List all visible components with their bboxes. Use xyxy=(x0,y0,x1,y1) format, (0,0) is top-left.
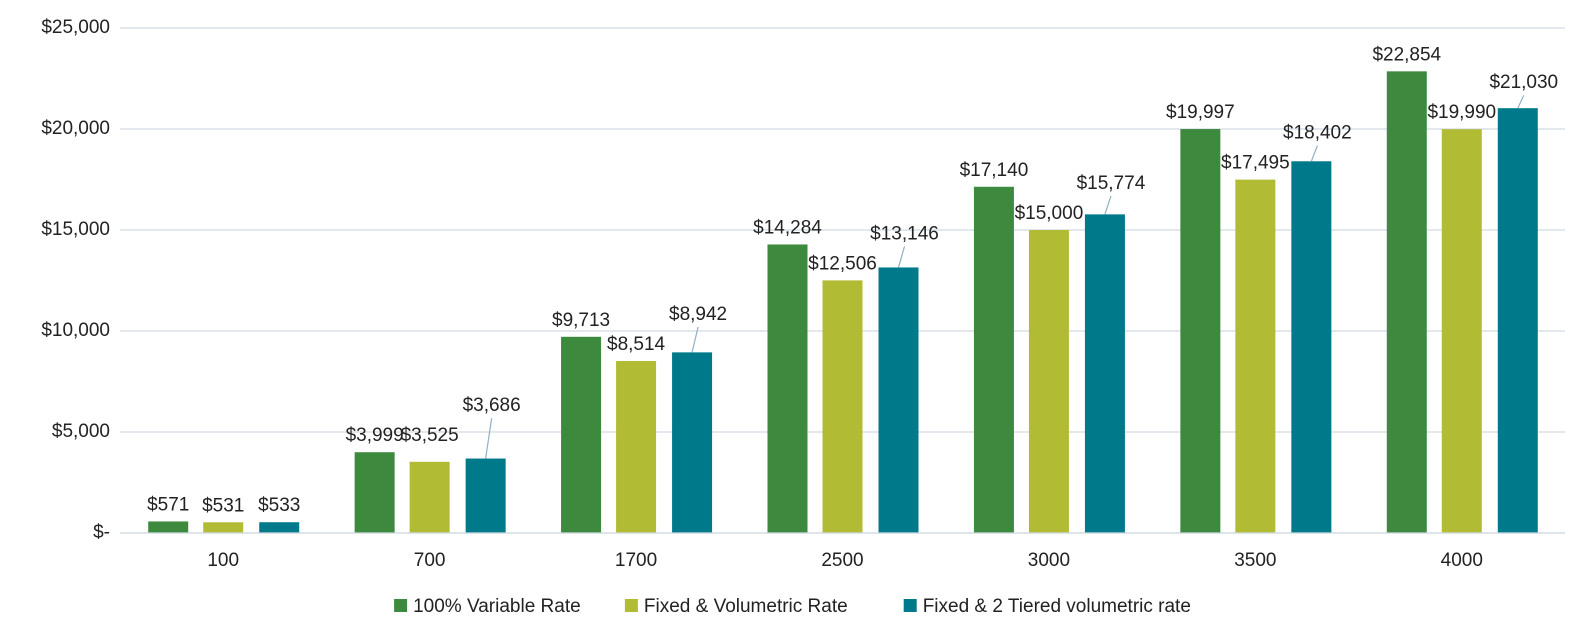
y-tick-label: $10,000 xyxy=(41,320,110,341)
x-tick-label: 3000 xyxy=(1028,550,1070,571)
data-label: $571 xyxy=(147,494,189,515)
bar xyxy=(259,522,300,533)
data-label: $21,030 xyxy=(1489,72,1558,93)
data-label: $19,990 xyxy=(1427,102,1496,123)
data-label: $13,146 xyxy=(870,223,939,244)
bar xyxy=(973,186,1014,533)
leader-line xyxy=(897,246,906,268)
y-tick-label: $5,000 xyxy=(52,421,110,442)
leader-line xyxy=(1517,94,1525,109)
data-label: $3,686 xyxy=(463,395,521,416)
y-tick-label: $- xyxy=(93,522,110,543)
data-label: $15,000 xyxy=(1015,203,1084,224)
bar xyxy=(409,461,450,533)
data-label: $17,140 xyxy=(960,160,1029,181)
data-label: $14,284 xyxy=(753,217,822,238)
y-tick-label: $25,000 xyxy=(41,17,110,38)
legend-swatch xyxy=(903,599,917,612)
bar xyxy=(1497,108,1538,533)
bar xyxy=(767,244,808,533)
data-label: $9,713 xyxy=(552,310,610,331)
y-tick-label: $15,000 xyxy=(41,219,110,240)
data-label: $15,774 xyxy=(1077,173,1146,194)
leader-line xyxy=(691,326,699,353)
bar xyxy=(148,521,189,533)
x-tick-label: 2500 xyxy=(821,550,863,571)
bar xyxy=(1386,71,1427,534)
bar xyxy=(561,336,602,533)
bar xyxy=(1180,129,1221,533)
bar xyxy=(354,452,395,533)
bar xyxy=(616,361,657,533)
bar xyxy=(1441,129,1482,533)
x-tick-label: 4000 xyxy=(1441,550,1483,571)
legend-label: 100% Variable Rate xyxy=(413,596,581,617)
data-label: $22,854 xyxy=(1372,44,1441,65)
bar xyxy=(878,267,919,533)
bar xyxy=(822,280,863,533)
leader-line xyxy=(1104,195,1112,215)
bar xyxy=(672,352,713,533)
data-label: $12,506 xyxy=(808,253,877,274)
legend-swatch xyxy=(394,599,408,612)
leader-line xyxy=(1310,145,1318,162)
data-label: $18,402 xyxy=(1283,123,1352,144)
bar xyxy=(1084,214,1125,533)
legend-label: Fixed & Volumetric Rate xyxy=(644,596,848,617)
data-label: $531 xyxy=(202,495,244,516)
leader-line xyxy=(485,418,493,459)
x-tick-label: 100 xyxy=(207,550,239,571)
data-label: $8,942 xyxy=(669,304,727,325)
bar xyxy=(1291,161,1332,533)
data-label: $3,525 xyxy=(401,425,459,446)
bar xyxy=(203,522,244,533)
legend-label: Fixed & 2 Tiered volumetric rate xyxy=(923,596,1191,617)
y-tick-label: $20,000 xyxy=(41,118,110,139)
bar xyxy=(465,458,506,533)
data-label: $3,999 xyxy=(346,425,404,446)
x-tick-label: 1700 xyxy=(615,550,657,571)
data-label: $8,514 xyxy=(607,334,666,355)
data-label: $17,495 xyxy=(1221,153,1290,174)
bar xyxy=(1235,179,1276,533)
x-tick-label: 700 xyxy=(414,550,446,571)
data-label: $19,997 xyxy=(1166,102,1235,123)
x-tick-label: 3500 xyxy=(1234,550,1276,571)
legend-swatch xyxy=(624,599,638,612)
bar xyxy=(1028,230,1069,533)
data-label: $533 xyxy=(258,495,300,516)
